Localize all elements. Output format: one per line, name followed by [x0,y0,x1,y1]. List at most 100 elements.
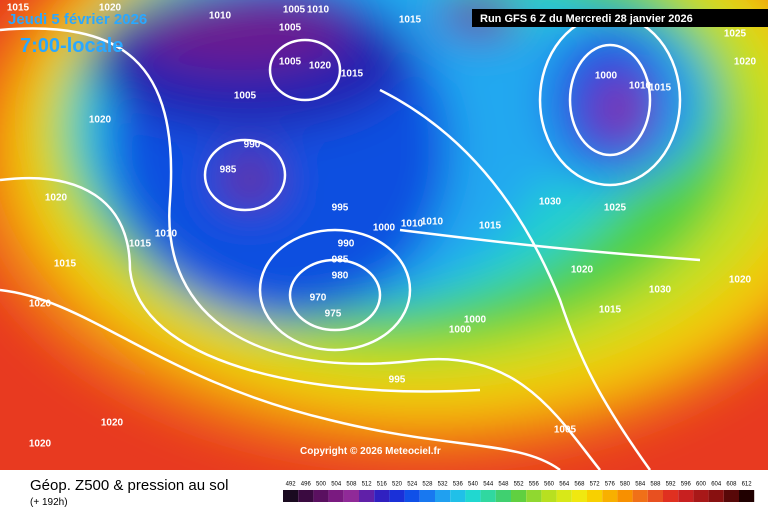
color-swatch [328,490,344,502]
color-swatch [678,490,694,502]
isobar-label: 1030 [649,285,672,296]
isobar [203,138,287,212]
color-swatch [723,490,739,502]
isobar-label: 1020 [99,3,122,14]
scale-label: 576 [605,482,616,488]
isobar-label: 1010 [629,81,652,92]
color-swatch [465,490,481,502]
time: 7:00-locale [20,35,123,57]
isobar-label: 980 [332,271,349,282]
color-swatch [450,490,466,502]
scale-label: 492 [286,482,297,488]
scale-label: 536 [453,482,464,488]
isobar-label: 1010 [155,229,178,240]
color-swatch [283,490,299,502]
isobar-label: 1015 [599,305,622,316]
color-swatch [389,490,405,502]
isobar-label: 1005 [279,23,302,34]
color-swatch [663,490,679,502]
isobar-label: 1005 [283,5,306,16]
date: Jeudi 5 février 2026 [8,11,147,28]
isobar [258,228,412,352]
scale-label: 524 [407,482,418,488]
isobar [379,88,652,470]
scale-label: 612 [742,482,753,488]
color-swatch [587,490,603,502]
color-swatch [419,490,435,502]
scale-label: 588 [650,482,661,488]
isobar-label: 1015 [649,83,672,94]
run: Run GFS 6 Z du Mercredi 28 janvier 2026 [480,13,693,25]
scale-label: 564 [559,482,570,488]
isobar-label: 1020 [734,57,757,68]
isobar-label: 1020 [729,275,752,286]
scale-label: 544 [483,482,494,488]
scale-label: 584 [635,482,646,488]
scale-label: 500 [316,482,327,488]
color-swatch [359,490,375,502]
scale-label: 592 [666,482,677,488]
color-swatch [602,490,618,502]
isobar-label: 1015 [399,15,422,26]
color-swatch [435,490,451,502]
isobar-label: 1020 [29,299,52,310]
isobar-label: 985 [332,255,349,266]
color-swatch [526,490,542,502]
scale-label: 556 [529,482,540,488]
scale-label: 504 [331,482,342,488]
scale-label: 552 [514,482,525,488]
isobar-label: 1010 [307,5,330,16]
isobar-label: 1020 [29,439,52,450]
isobar [0,27,601,470]
isobar [268,38,342,102]
scale-label: 496 [301,482,312,488]
isobar-label: 970 [310,293,327,304]
color-swatch [298,490,314,502]
isobar-label: 1030 [539,197,562,208]
isobar-label: 1020 [89,115,112,126]
isobar-label: 1000 [373,223,396,234]
scale-label: 600 [696,482,707,488]
isobar [399,228,701,262]
scale-label: 540 [468,482,479,488]
scale-label: 512 [362,482,373,488]
isobar-label: 990 [338,239,355,250]
isobar-label: 1025 [604,203,627,214]
color-swatch [617,490,633,502]
isobar-label: 1015 [341,69,364,80]
scale-label: 548 [498,482,509,488]
isobar-label: 1000 [464,315,487,326]
isobar-label: 1010 [401,219,424,230]
isobar [0,288,561,470]
isobar-label: 995 [332,203,349,214]
scale-label: 516 [377,482,388,488]
color-swatch [693,490,709,502]
color-swatch [511,490,527,502]
run-box [472,9,768,27]
color-swatch [313,490,329,502]
color-swatch [571,490,587,502]
color-swatch [708,490,724,502]
isobar-label: 990 [244,140,261,151]
color-swatch [495,490,511,502]
color-swatch [556,490,572,502]
isobar-label: 985 [220,165,237,176]
isobar-label: 1005 [234,91,257,102]
color-swatch [632,490,648,502]
color-swatch [739,490,755,502]
isobar [568,43,652,157]
scale-label: 580 [620,482,631,488]
copyright: Copyright © 2026 Meteociel.fr [300,446,441,457]
scale-label: 508 [346,482,357,488]
color-swatch [374,490,390,502]
footer-title: Géop. Z500 & pression au sol [30,477,228,494]
isobar-label: 1000 [449,325,472,336]
color-swatch [480,490,496,502]
scale-label: 596 [681,482,692,488]
scale-label: 532 [438,482,449,488]
color-swatch [343,490,359,502]
isobar-label: 975 [325,309,342,320]
